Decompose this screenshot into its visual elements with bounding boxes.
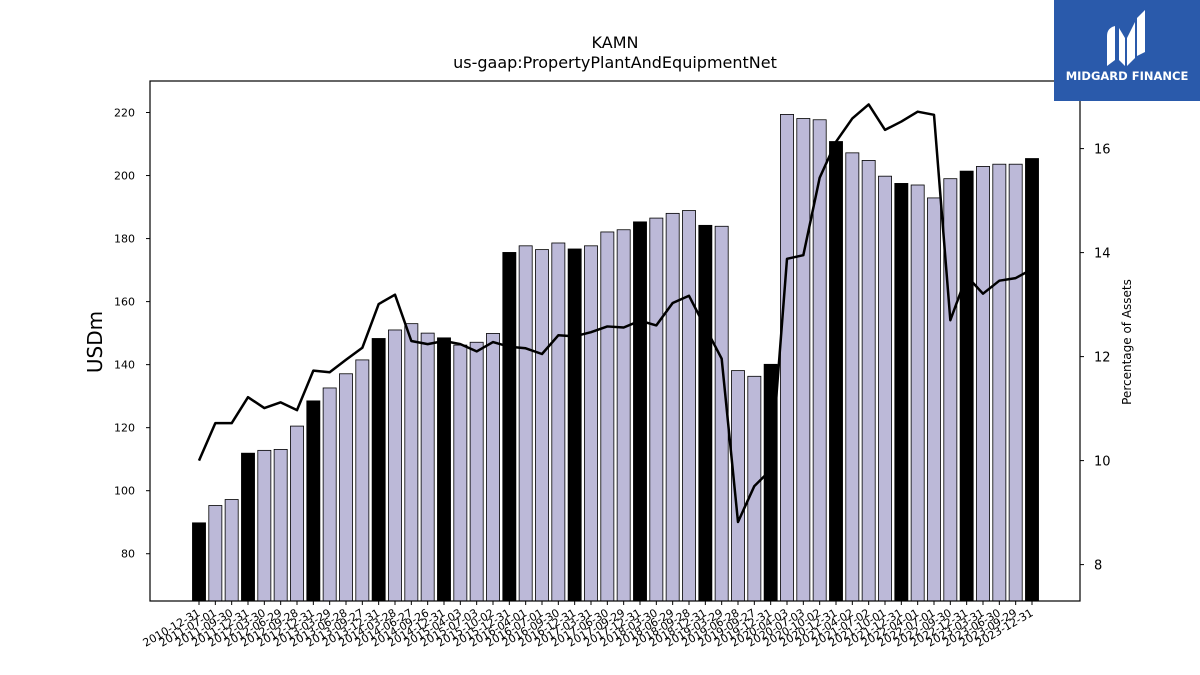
- bar-2013-09-27: [355, 359, 370, 602]
- bar-2018-12-31: [698, 224, 713, 602]
- bar-2014-06-27: [404, 323, 419, 602]
- bar-2018-09-28: [682, 210, 696, 602]
- y-tick-label-180: 180: [114, 233, 135, 246]
- logo-mark-icon: [1107, 10, 1145, 66]
- y-tick-label-100: 100: [114, 485, 135, 498]
- y-tick-label-160: 160: [114, 296, 135, 309]
- midgard-finance-logo: MIDGARD FINANCE: [1054, 0, 1200, 101]
- bar-2021-04-02: [845, 152, 860, 602]
- y-tick-label-220: 220: [114, 107, 135, 120]
- y2-tick-label-12: 12: [1094, 351, 1111, 366]
- bar-2020-10-02: [812, 119, 827, 602]
- bar-2012-06-29: [273, 449, 288, 602]
- y2-tick-label-14: 14: [1094, 247, 1111, 262]
- bar-2021-10-01: [878, 175, 892, 602]
- bar-2014-12-31: [437, 337, 451, 602]
- bar-2020-04-03: [780, 114, 794, 602]
- bar-2012-09-28: [290, 425, 304, 602]
- bar-2012-03-30: [257, 449, 272, 602]
- y-tick-label-140: 140: [114, 359, 135, 372]
- bar-2015-10-02: [486, 333, 500, 602]
- bar-2023-12-31: [1025, 158, 1039, 602]
- bar-2014-09-26: [420, 332, 435, 602]
- line-series-percentage-of-assets: [197, 103, 1033, 524]
- bar-2022-09-30: [943, 178, 958, 602]
- logo-text: MIDGARD FINANCE: [1065, 69, 1189, 83]
- y2-tick-label-16: 16: [1094, 143, 1111, 158]
- bar-2015-04-03: [453, 344, 468, 602]
- y-tick-label-200: 200: [114, 170, 135, 183]
- bar-2016-07-01: [535, 249, 549, 602]
- bar-2018-03-30: [649, 217, 664, 602]
- y2-tick-label-10: 10: [1094, 455, 1111, 470]
- y2-axis-label: Percentage of Assets: [1120, 279, 1134, 405]
- bar-2016-09-30: [551, 242, 566, 602]
- bar-2010-12-31: [192, 522, 206, 602]
- y-axis-label: USDm: [83, 311, 107, 373]
- chart-subtitle: us-gaap:PropertyPlantAndEquipmentNet: [453, 53, 777, 72]
- bar-2023-06-30: [992, 163, 1007, 602]
- bar-2020-12-31: [829, 141, 843, 602]
- bar-2023-03-31: [976, 166, 990, 602]
- bar-2015-07-03: [469, 341, 484, 602]
- chart-title: KAMN: [592, 33, 639, 52]
- bar-2017-06-30: [600, 231, 615, 602]
- bars-group: [192, 114, 1039, 602]
- bar-2011-12-31: [241, 452, 255, 602]
- bar-2016-12-31: [567, 248, 582, 602]
- bar-2023-09-29: [1008, 163, 1023, 602]
- bar-2013-03-29: [322, 387, 337, 602]
- bar-2011-09-30: [224, 499, 239, 602]
- y2-tick-label-8: 8: [1094, 559, 1102, 574]
- plot-frame: [149, 80, 1081, 602]
- bar-2022-12-31: [959, 170, 974, 602]
- line-group: [197, 103, 1033, 524]
- bar-2013-12-31: [371, 338, 386, 602]
- y-tick-label-120: 120: [114, 422, 135, 435]
- bar-2017-03-31: [584, 245, 598, 602]
- bar-2012-12-31: [306, 400, 321, 602]
- bar-2011-07-01: [208, 505, 223, 602]
- bar-2022-04-01: [910, 184, 925, 602]
- bar-2021-07-02: [861, 160, 876, 602]
- bar-2021-12-31: [894, 183, 909, 602]
- bar-2017-12-31: [633, 221, 647, 602]
- bar-2020-07-03: [796, 118, 811, 602]
- bar-2018-06-29: [665, 212, 680, 602]
- y-tick-label-80: 80: [121, 548, 135, 561]
- bar-2022-07-01: [927, 197, 941, 602]
- bar-2017-09-29: [616, 229, 631, 602]
- axes-group: 801001201401601802002208101214162010-12-…: [114, 80, 1111, 650]
- bar-2015-12-31: [502, 252, 517, 602]
- bar-2014-03-28: [388, 329, 402, 602]
- bar-2016-04-01: [518, 245, 533, 602]
- bar-2013-06-28: [339, 373, 353, 602]
